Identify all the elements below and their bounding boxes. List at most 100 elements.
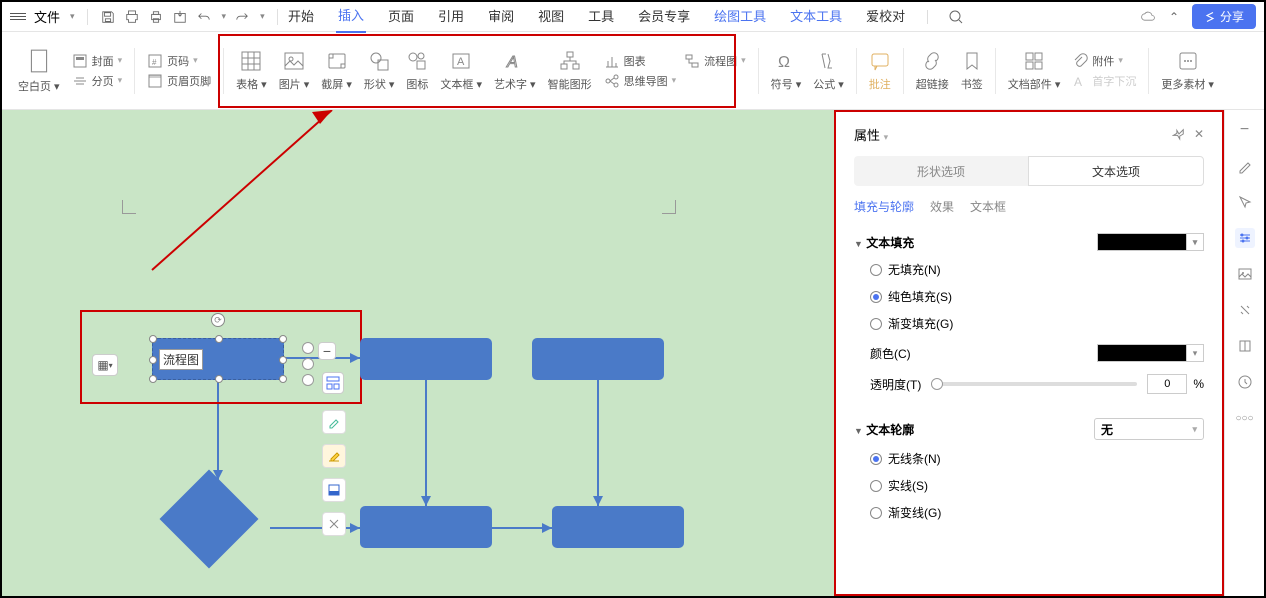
radio-gradient-fill[interactable]: 渐变填充(G) <box>870 315 1204 332</box>
vt-more-icon[interactable]: ○○○ <box>1235 408 1255 428</box>
redo-icon[interactable] <box>234 9 250 25</box>
vt-pencil-icon[interactable] <box>1235 156 1255 176</box>
opacity-unit: % <box>1193 377 1204 391</box>
ribbon-doc-parts[interactable]: 文档部件 ▾ <box>1002 36 1067 106</box>
ribbon-bookmark[interactable]: 书签 <box>955 36 989 106</box>
layout-button[interactable]: ▦ ▾ <box>92 354 118 376</box>
highlight-tool[interactable] <box>322 444 346 468</box>
save-icon[interactable] <box>100 9 116 25</box>
fill-color-swatch[interactable] <box>1097 233 1187 251</box>
undo-icon[interactable] <box>196 9 212 25</box>
flow-rect-3[interactable] <box>360 506 492 548</box>
qat-more-icon[interactable]: ▾ <box>260 11 265 22</box>
connector-point-bot[interactable] <box>302 374 314 386</box>
ribbon-table[interactable]: 表格 ▾ <box>230 36 273 106</box>
ribbon-attachment[interactable]: 附件 ▾ <box>1072 53 1123 69</box>
radio-solid-fill[interactable]: 纯色填充(S) <box>870 288 1204 305</box>
ribbon-equation[interactable]: 公式 ▾ <box>807 36 850 106</box>
flow-rect-1[interactable] <box>360 338 492 380</box>
rotate-handle[interactable]: ⟳ <box>211 313 225 327</box>
subtab-fill[interactable]: 填充与轮廓 <box>854 198 914 219</box>
file-dropdown-icon[interactable]: ▾ <box>70 11 75 22</box>
remove-button[interactable]: − <box>318 342 336 360</box>
ribbon-page-number[interactable]: #页码 ▾ <box>147 53 198 69</box>
tab-text-options[interactable]: 文本选项 <box>1028 156 1204 186</box>
print-preview-icon[interactable] <box>124 9 140 25</box>
tools-settings[interactable] <box>322 512 346 536</box>
close-icon[interactable]: ✕ <box>1194 127 1204 141</box>
connector-point-mid[interactable] <box>302 358 314 370</box>
vt-magic-icon[interactable] <box>1235 300 1255 320</box>
ribbon-textbox[interactable]: A文本框 ▾ <box>434 36 488 106</box>
tab-reference[interactable]: 引用 <box>436 2 466 32</box>
color-swatch[interactable] <box>1097 344 1187 362</box>
tab-insert[interactable]: 插入 <box>336 1 366 33</box>
ribbon-shape[interactable]: 形状 ▾ <box>358 36 401 106</box>
ribbon-icon[interactable]: 图标 <box>400 36 434 106</box>
tab-start[interactable]: 开始 <box>286 2 316 32</box>
fill-tool[interactable] <box>322 478 346 502</box>
share-button[interactable]: 分享 <box>1192 4 1256 29</box>
subtab-effect[interactable]: 效果 <box>930 198 954 219</box>
ribbon-blank-page[interactable]: 空白页 ▾ <box>12 36 66 106</box>
layout-options-button[interactable] <box>322 372 344 394</box>
vt-image-icon[interactable] <box>1235 264 1255 284</box>
ribbon-chart[interactable]: 图表 <box>604 53 646 69</box>
tab-page[interactable]: 页面 <box>386 2 416 32</box>
outline-select[interactable]: 无▾ <box>1094 418 1204 440</box>
export-icon[interactable] <box>172 9 188 25</box>
ribbon-flowchart[interactable]: 流程图 ▾ <box>684 53 746 69</box>
ribbon-hyperlink[interactable]: 超链接 <box>910 36 955 106</box>
radio-solid-line[interactable]: 实线(S) <box>870 477 1204 494</box>
print-icon[interactable] <box>148 9 164 25</box>
ribbon-comment[interactable]: 批注 <box>863 36 897 106</box>
tab-text-tools[interactable]: 文本工具 <box>788 2 844 32</box>
shape-text-editor[interactable]: 流程图 <box>159 349 203 370</box>
ribbon-dropcap[interactable]: A首字下沉 <box>1072 73 1136 89</box>
tab-shape-options[interactable]: 形状选项 <box>854 156 1028 186</box>
flow-rect-4[interactable] <box>552 506 684 548</box>
radio-no-fill[interactable]: 无填充(N) <box>870 261 1204 278</box>
ribbon-more[interactable]: 更多素材 ▾ <box>1155 36 1220 106</box>
connector-point-top[interactable] <box>302 342 314 354</box>
tab-view[interactable]: 视图 <box>536 2 566 32</box>
search-icon[interactable] <box>948 9 964 25</box>
opacity-slider[interactable] <box>931 382 1137 386</box>
ribbon-picture[interactable]: 图片 ▾ <box>273 36 316 106</box>
ribbon-header-footer[interactable]: 页眉页脚 <box>147 73 211 89</box>
cloud-icon[interactable] <box>1140 9 1156 25</box>
vt-settings-icon[interactable] <box>1235 228 1255 248</box>
ribbon-cover[interactable]: 封面 ▾ <box>72 53 123 69</box>
tab-member[interactable]: 会员专享 <box>636 2 692 32</box>
file-menu[interactable]: 文件 <box>34 7 60 26</box>
subtab-textbox[interactable]: 文本框 <box>970 198 1006 219</box>
ribbon-screenshot[interactable]: 截屏 ▾ <box>315 36 358 106</box>
menu-icon[interactable] <box>10 13 26 20</box>
undo-dropdown-icon[interactable]: ▾ <box>222 11 227 22</box>
eyedropper-tool[interactable] <box>322 410 346 434</box>
ribbon-wordart[interactable]: A艺术字 ▾ <box>488 36 542 106</box>
svg-text:Ω: Ω <box>778 54 790 71</box>
flow-rect-2[interactable] <box>532 338 664 380</box>
ribbon-smartart[interactable]: 智能图形 <box>542 36 598 106</box>
color-dropdown[interactable]: ▾ <box>1186 344 1204 362</box>
canvas[interactable]: ▦ ▾ 流程图 ⟳ − <box>2 110 834 596</box>
fill-color-dropdown[interactable]: ▾ <box>1186 233 1204 251</box>
ribbon-page-break[interactable]: 分页 ▾ <box>72 73 123 89</box>
collapse-ribbon-icon[interactable]: ⌃ <box>1166 9 1182 25</box>
vt-clock-icon[interactable] <box>1235 372 1255 392</box>
radio-no-line[interactable]: 无线条(N) <box>870 450 1204 467</box>
tab-tools[interactable]: 工具 <box>586 2 616 32</box>
ribbon-mindmap[interactable]: 思维导图 ▾ <box>604 73 677 89</box>
selected-flow-shape[interactable]: 流程图 ⟳ <box>152 338 284 380</box>
tab-drawing-tools[interactable]: 绘图工具 <box>712 2 768 32</box>
vt-minus[interactable]: − <box>1235 120 1255 140</box>
tab-proofread[interactable]: 爱校对 <box>864 2 907 32</box>
radio-gradient-line[interactable]: 渐变线(G) <box>870 504 1204 521</box>
ribbon-symbol[interactable]: Ω符号 ▾ <box>765 36 808 106</box>
opacity-input[interactable]: 0 <box>1147 374 1187 394</box>
vt-book-icon[interactable] <box>1235 336 1255 356</box>
pin-icon[interactable] <box>1172 127 1186 141</box>
vt-cursor-icon[interactable] <box>1235 192 1255 212</box>
tab-review[interactable]: 审阅 <box>486 2 516 32</box>
